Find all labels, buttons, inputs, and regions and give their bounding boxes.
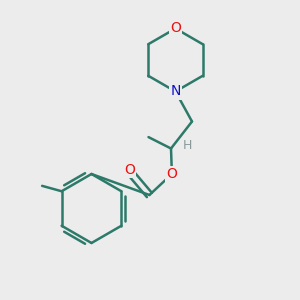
Text: N: N bbox=[170, 85, 181, 98]
Text: O: O bbox=[124, 163, 135, 177]
Text: H: H bbox=[183, 139, 192, 152]
Text: O: O bbox=[167, 167, 177, 181]
Text: O: O bbox=[170, 22, 181, 35]
